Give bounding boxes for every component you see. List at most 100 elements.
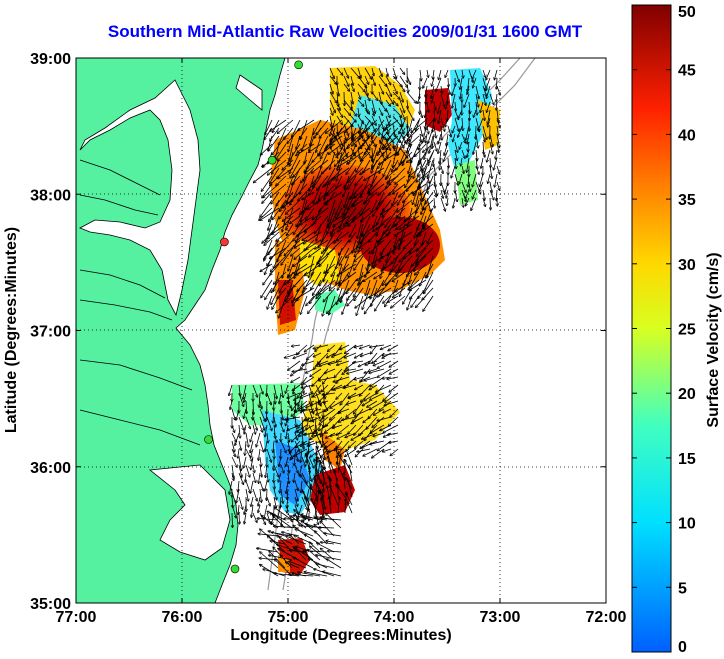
velocity-arrow (276, 175, 287, 186)
velocity-arrow (478, 117, 484, 130)
velocity-arrow (411, 295, 420, 307)
velocity-arrow (304, 263, 322, 276)
velocity-arrow (369, 255, 385, 266)
y-axis-label: Latitude (Degrees:Minutes) (3, 227, 20, 433)
velocity-arrow (433, 165, 436, 175)
velocity-arrow (316, 223, 322, 241)
velocity-arrow (363, 127, 378, 146)
velocity-arrow (489, 141, 493, 154)
velocity-arrow (385, 139, 390, 150)
velocity-arrow (467, 157, 470, 172)
velocity-arrow (354, 247, 371, 262)
velocity-arrow (278, 167, 294, 179)
velocity-arrow (476, 125, 477, 139)
velocity-arrow (301, 191, 308, 213)
velocity-arrow (496, 141, 499, 152)
velocity-arrow (461, 149, 465, 158)
velocity-arrow (260, 199, 273, 217)
velocity-arrow (355, 295, 371, 308)
velocity-arrow (307, 352, 315, 360)
velocity-arrow (489, 181, 492, 192)
velocity-arrow (348, 135, 357, 148)
velocity-arrow (330, 223, 343, 233)
velocity-arrow (296, 344, 308, 355)
velocity-arrow (352, 207, 371, 222)
velocity-arrow (417, 223, 434, 236)
velocity-arrow (438, 101, 442, 113)
velocity-arrow (350, 107, 356, 116)
velocity-arrow (373, 215, 378, 228)
velocity-arrow (379, 151, 399, 164)
velocity-arrow (409, 167, 420, 177)
velocity-arrow (327, 255, 336, 273)
velocity-arrow (287, 223, 294, 235)
velocity-arrow (445, 69, 449, 77)
velocity-arrow (365, 376, 378, 381)
velocity-arrow (272, 159, 280, 174)
velocity-arrow (290, 151, 294, 166)
velocity-arrow (349, 183, 364, 199)
velocity-arrow (270, 175, 280, 185)
radar-station-marker (294, 60, 303, 70)
velocity-arrow (385, 67, 388, 76)
velocity-arrow (353, 279, 364, 297)
velocity-arrow (460, 77, 463, 89)
velocity-arrow (268, 159, 287, 175)
velocity-arrow (480, 101, 484, 112)
velocity-arrow (426, 101, 429, 112)
velocity-arrow (334, 231, 343, 243)
velocity-arrow (268, 239, 280, 255)
velocity-arrow (354, 183, 371, 198)
velocity-arrow (364, 115, 373, 125)
velocity-arrow (468, 77, 470, 91)
velocity-arrow (272, 199, 287, 219)
velocity-arrow (355, 344, 364, 347)
velocity-arrow (428, 159, 434, 178)
velocity-arrow (273, 119, 280, 132)
velocity-arrow (432, 93, 435, 103)
velocity-arrow (314, 352, 322, 357)
velocity-arrow (291, 368, 301, 376)
velocity-arrow (306, 239, 322, 249)
velocity-arrow (358, 107, 359, 116)
velocity-arrow (462, 117, 463, 130)
velocity-arrow (434, 101, 436, 110)
velocity-arrow (298, 183, 315, 201)
velocity-arrow (309, 255, 315, 277)
velocity-arrow (406, 107, 414, 120)
velocity-arrow (378, 183, 392, 195)
velocity-arrow (296, 207, 308, 226)
velocity-arrow (408, 159, 413, 173)
velocity-arrow (370, 183, 385, 195)
map-title: Southern Mid-Atlantic Raw Velocities 200… (107, 22, 583, 41)
velocity-arrow (316, 360, 329, 366)
velocity-arrow (356, 295, 364, 315)
velocity-arrow (288, 360, 301, 370)
velocity-arrow (329, 123, 336, 137)
velocity-arrow (448, 157, 449, 168)
velocity-arrow (292, 345, 301, 346)
velocity-arrow (411, 119, 427, 132)
velocity-arrow (385, 207, 399, 227)
velocity-arrow (392, 83, 397, 94)
velocity-arrow (290, 215, 301, 223)
velocity-arrow (390, 368, 399, 374)
velocity-arrow (415, 263, 427, 275)
velocity-arrow (397, 135, 406, 155)
velocity-arrow (322, 159, 336, 174)
velocity-arrow (377, 207, 385, 225)
velocity-arrow (440, 181, 444, 192)
velocity-arrow (336, 99, 340, 110)
velocity-arrow (489, 165, 492, 178)
velocity-arrow (387, 175, 399, 183)
velocity-arrow (270, 119, 287, 131)
velocity-arrow (356, 271, 371, 280)
velocity-arrow (297, 215, 308, 227)
velocity-arrow (392, 67, 396, 78)
velocity-arrow (418, 93, 421, 103)
velocity-arrow (261, 143, 273, 155)
velocity-arrow (333, 384, 350, 390)
velocity-arrow (438, 133, 442, 144)
velocity-arrow (279, 279, 287, 293)
velocity-arrow (347, 295, 357, 306)
